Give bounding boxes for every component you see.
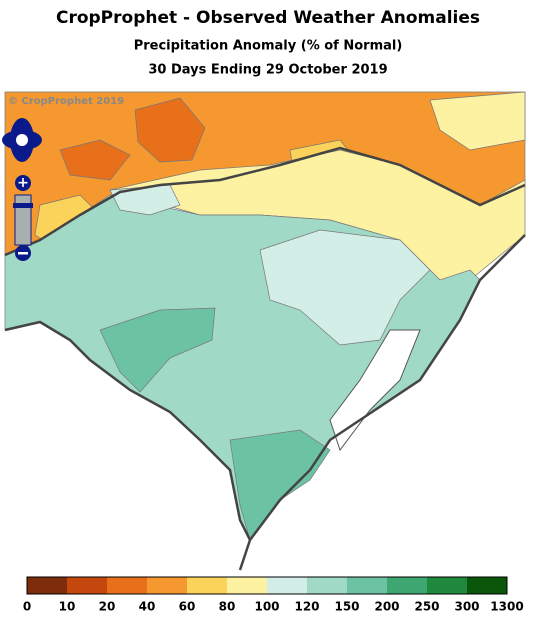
legend-swatch: [307, 577, 347, 594]
legend-swatch: [227, 577, 267, 594]
legend-label: 40: [139, 600, 156, 614]
zoom-control[interactable]: +: [2, 118, 42, 261]
legend-label: 200: [374, 600, 399, 614]
zoom-out-icon: [18, 252, 28, 255]
state-border: [4, 146, 526, 257]
region: [134, 97, 206, 163]
legend-label: 1300: [490, 600, 523, 614]
zoom-in-icon: +: [17, 175, 29, 191]
title: CropProphet - Observed Weather Anomalies: [56, 8, 480, 28]
region: [59, 139, 131, 181]
region: [229, 429, 331, 541]
legend-swatch: [387, 577, 427, 594]
legend-label: 80: [219, 600, 236, 614]
legend-frame: [26, 576, 508, 595]
legend-swatch: [347, 577, 387, 594]
legend-label: 0: [23, 600, 31, 614]
legend-swatch: [187, 577, 227, 594]
legend-label: 60: [179, 600, 196, 614]
legend-label: 120: [294, 600, 319, 614]
border: [4, 320, 252, 571]
zoom-slider[interactable]: [14, 194, 32, 246]
region: [429, 91, 526, 151]
legend-label: 150: [334, 600, 359, 614]
legend-swatch: [27, 577, 67, 594]
coastline: [249, 234, 526, 541]
legend-swatch: [147, 577, 187, 594]
subtitle: Precipitation Anomaly (% of Normal): [134, 39, 403, 54]
lagoon: [329, 329, 421, 452]
legend-swatch: [67, 577, 107, 594]
legend-label: 10: [59, 600, 76, 614]
region: [99, 307, 216, 393]
zoom-thumb[interactable]: [13, 203, 33, 208]
legend-swatch: [427, 577, 467, 594]
legend-label: 300: [454, 600, 479, 614]
legend-label: 20: [99, 600, 116, 614]
period: 30 Days Ending 29 October 2019: [148, 63, 387, 78]
legend-swatch: [467, 577, 507, 594]
map[interactable]: © CropProphet 2019 +: [2, 91, 526, 571]
legend: 0 10 20 40 60 80 100 120 150 200 250 300 1300: [23, 576, 524, 614]
legend-swatch: [267, 577, 307, 594]
pan-center: [16, 134, 28, 146]
legend-label: 100: [254, 600, 279, 614]
legend-label: 250: [414, 600, 439, 614]
zoom-in[interactable]: [15, 175, 31, 191]
copyright: © CropProphet 2019: [8, 96, 124, 107]
region: [259, 229, 431, 346]
legend-swatch: [107, 577, 147, 594]
